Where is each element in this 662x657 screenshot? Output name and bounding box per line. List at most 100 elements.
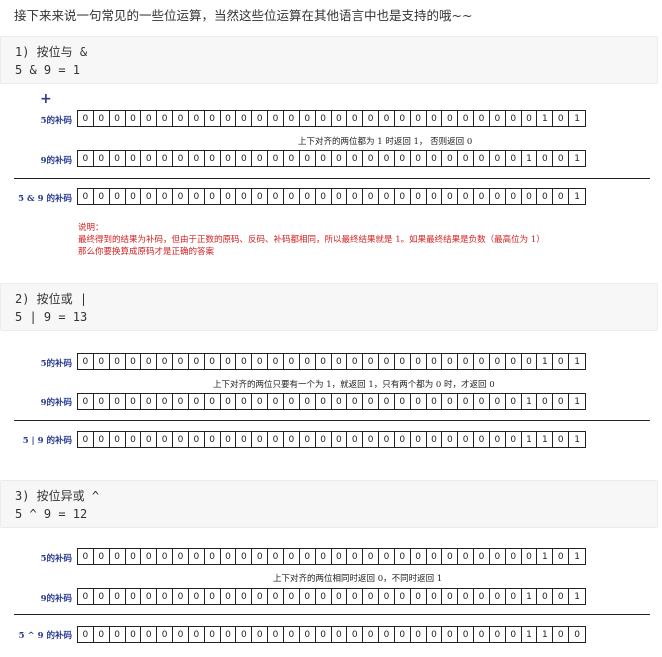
bit-cell: 0 — [363, 627, 380, 642]
bit-cell: 0 — [363, 151, 380, 166]
explanation-line: 说明： — [78, 223, 104, 233]
bit-cell: 0 — [490, 151, 506, 166]
bit-cell: 1 — [522, 394, 538, 409]
bit-cell: 0 — [553, 111, 570, 126]
bit-cell: 1 — [522, 432, 538, 447]
bit-cell: 0 — [78, 549, 94, 564]
bit-cell: 0 — [442, 111, 459, 126]
bit-cell: 0 — [379, 627, 395, 642]
bit-cell: 0 — [458, 394, 475, 409]
bit-cell: 0 — [78, 627, 94, 642]
bit-cell: 0 — [252, 432, 269, 447]
bit-cell: 0 — [395, 549, 411, 564]
bit-cell: 0 — [78, 589, 94, 604]
bit-cell: 0 — [363, 354, 380, 369]
bit-cell: 0 — [94, 432, 110, 447]
bit-cell: 0 — [141, 589, 158, 604]
bit-cell: 0 — [553, 151, 570, 166]
bit-cell: 1 — [574, 396, 580, 407]
bit-cell: 0 — [110, 432, 126, 447]
bit-cell: 0 — [268, 354, 284, 369]
bit-cell: 1 — [574, 591, 580, 602]
bit-cell: 0 — [395, 354, 411, 369]
bit-cell: 0 — [300, 394, 316, 409]
bit-cell: 1 — [522, 151, 538, 166]
bit-cell: 0 — [316, 151, 332, 166]
bit-cell: 0 — [395, 394, 411, 409]
bit-cell: 0 — [332, 627, 348, 642]
bit-cell: 0 — [126, 151, 142, 166]
bit-cell: 0 — [553, 189, 570, 204]
bit-cell: 0 — [221, 189, 237, 204]
bit-cell: 0 — [141, 151, 158, 166]
bit-cell: 0 — [537, 589, 554, 604]
bit-cell: 0 — [316, 627, 332, 642]
row-label: 5的补码 — [40, 359, 72, 369]
bit-cell: 0 — [427, 589, 443, 604]
row-label: 9的补码 — [40, 398, 72, 408]
bit-cell: 0 — [395, 111, 411, 126]
bit-cell: 0 — [363, 394, 380, 409]
bit-cell: 0 — [332, 151, 348, 166]
bit-cell: 1 — [574, 153, 580, 164]
bit-cell: 0 — [141, 111, 158, 126]
bit-cell: 0 — [236, 189, 253, 204]
bit-cell: 0 — [347, 432, 364, 447]
bit-cell: 0 — [427, 151, 443, 166]
bit-cell: 0 — [490, 589, 506, 604]
bit-cell: 0 — [522, 111, 538, 126]
bit-cell: 0 — [268, 151, 284, 166]
bit-cell: 0 — [205, 589, 221, 604]
bit-cell: 0 — [268, 189, 284, 204]
bit-cell: 0 — [221, 151, 237, 166]
bit-cell: 0 — [537, 189, 554, 204]
bit-cell: 0 — [110, 151, 126, 166]
bit-cell: 0 — [490, 111, 506, 126]
explanation-note: 说明： 最终得到的结果为补码，但由于正数的原码、反码、补码都相同，所以最终结果就… — [78, 222, 545, 258]
bit-cell: 0 — [553, 354, 570, 369]
plus-icon: + — [40, 91, 52, 107]
bit-cell: 0 — [205, 549, 221, 564]
bit-cell: 0 — [474, 151, 490, 166]
bit-cell: 0 — [110, 394, 126, 409]
bit-cell: 0 — [300, 189, 316, 204]
bit-cell: 0 — [300, 589, 316, 604]
bit-cell: 0 — [284, 627, 300, 642]
bit-cell: 0 — [442, 549, 459, 564]
bit-cell: 0 — [537, 151, 554, 166]
bit-cell: 0 — [126, 354, 142, 369]
bit-cell: 0 — [363, 432, 380, 447]
bit-cell: 0 — [78, 354, 94, 369]
bit-cell: 0 — [284, 354, 300, 369]
bit-cell: 0 — [205, 394, 221, 409]
code-line: 5 | 9 = 13 — [15, 310, 88, 324]
bit-cell: 0 — [189, 394, 205, 409]
bit-cell: 0 — [316, 549, 332, 564]
explanation-line: 那么你要换算成原码才是正确的答案 — [78, 247, 215, 257]
code-block-or: 2) 按位或 | 5 | 9 = 13 — [0, 283, 658, 331]
bit-cell: 0 — [252, 627, 269, 642]
bit-cell: 0 — [189, 189, 205, 204]
bit-cell: 0 — [506, 394, 522, 409]
bit-cell: 0 — [379, 549, 395, 564]
row-label: 9的补码 — [40, 156, 72, 166]
bit-cell: 0 — [141, 627, 158, 642]
bit-cell: 0 — [126, 549, 142, 564]
bit-cell: 0 — [316, 354, 332, 369]
bit-cell: 0 — [395, 151, 411, 166]
code-block-and: 1) 按位与 & 5 & 9 = 1 — [0, 36, 658, 84]
bit-cell: 0 — [474, 627, 490, 642]
bit-cell: 0 — [379, 589, 395, 604]
code-line: 5 & 9 = 1 — [15, 63, 81, 77]
bit-cell: 0 — [221, 354, 237, 369]
bit-cell: 0 — [157, 432, 174, 447]
bit-cell: 0 — [411, 627, 427, 642]
code-line: 1) 按位与 & — [15, 45, 88, 59]
row-label: 9的补码 — [40, 594, 72, 604]
bit-cell: 0 — [205, 627, 221, 642]
bit-cell: 1 — [537, 432, 554, 447]
bit-cell: 0 — [379, 151, 395, 166]
